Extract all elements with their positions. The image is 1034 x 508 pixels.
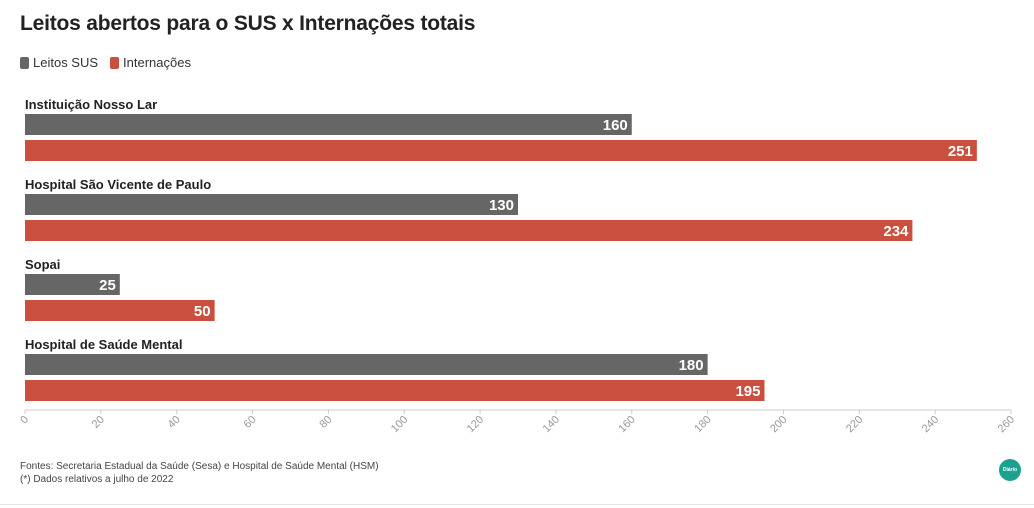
x-tick-label: 60: [242, 414, 259, 431]
chart-legend: Leitos SUS Internações: [20, 55, 191, 70]
bar[interactable]: [25, 274, 120, 295]
x-tick-label: 40: [166, 414, 183, 431]
bar-value-label: 130: [489, 197, 514, 214]
category-label: Hospital de Saúde Mental: [25, 337, 182, 352]
bar-value-label: 25: [99, 277, 116, 294]
footer-note: (*) Dados relativos a julho de 2022: [20, 474, 174, 485]
bar[interactable]: [25, 354, 708, 375]
legend-swatch-internacoes: [110, 56, 120, 69]
bar[interactable]: [25, 380, 765, 401]
bar-value-label: 234: [883, 223, 909, 240]
footer-source: Fontes: Secretaria Estadual da Saúde (Se…: [20, 461, 379, 472]
x-tick-label: 200: [768, 414, 789, 435]
bar[interactable]: [25, 140, 977, 161]
bar-value-label: 251: [948, 143, 973, 160]
bar-value-label: 50: [194, 303, 211, 320]
bar[interactable]: [25, 114, 632, 135]
bar[interactable]: [25, 194, 518, 215]
x-tick-label: 260: [996, 414, 1017, 435]
category-label: Hospital São Vicente de Paulo: [25, 177, 211, 192]
chart-title: Leitos abertos para o SUS x Internações …: [20, 12, 476, 35]
x-tick-label: 180: [692, 414, 713, 435]
category-label: Sopai: [25, 257, 60, 272]
legend-swatch-leitos: [20, 56, 29, 69]
x-tick-label: 100: [389, 414, 410, 435]
x-tick-label: 220: [844, 414, 865, 435]
bar-chart: Instituição Nosso Lar 160 251 Hospital São …: [18, 97, 1017, 435]
legend-label-leitos: Leitos SUS: [33, 55, 99, 70]
x-tick-label: 160: [616, 414, 637, 435]
x-tick-label: 240: [920, 414, 941, 435]
bar[interactable]: [25, 220, 913, 241]
x-tick-label: 80: [317, 414, 334, 431]
publisher-logo[interactable]: Diário: [999, 459, 1021, 481]
category-label: Instituição Nosso Lar: [25, 97, 157, 112]
bar-value-label: 195: [735, 383, 760, 400]
x-tick-label: 140: [541, 414, 562, 435]
bottom-divider: [0, 504, 1034, 505]
bar-value-label: 160: [603, 117, 628, 134]
legend-item-internacoes[interactable]: Internações: [110, 55, 191, 70]
legend-label-internacoes: Internações: [123, 55, 191, 70]
bar-value-label: 180: [679, 357, 704, 374]
legend-item-leitos[interactable]: Leitos SUS: [20, 55, 98, 70]
bar[interactable]: [25, 300, 215, 321]
x-tick-label: 0: [18, 414, 31, 427]
x-tick-label: 20: [90, 414, 107, 431]
chart-footer: Fontes: Secretaria Estadual da Saúde (Se…: [20, 460, 379, 486]
x-tick-label: 120: [465, 414, 486, 435]
